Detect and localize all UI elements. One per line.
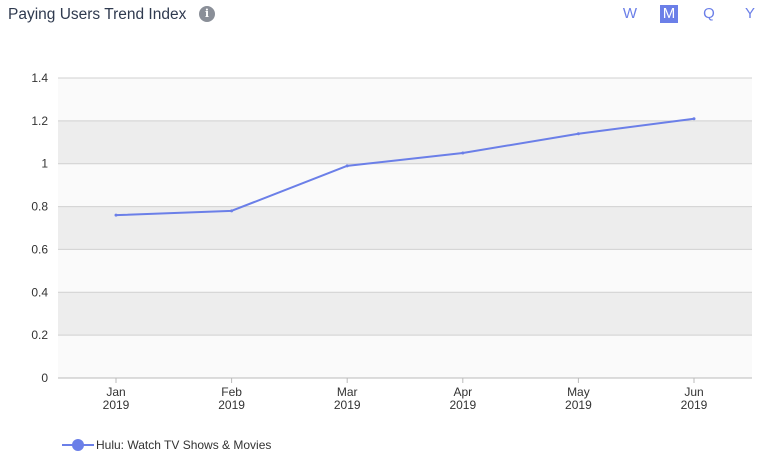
y-tick-label: 0.8	[31, 200, 48, 214]
x-tick-label: Mar 2019	[334, 385, 361, 412]
legend-item[interactable]: Hulu: Watch TV Shows & Movies	[62, 436, 271, 454]
data-point	[576, 132, 580, 136]
chart-header: Paying Users Trend Index i W M Q Y	[0, 0, 776, 32]
period-button-year[interactable]: Y	[744, 5, 755, 22]
period-button-month[interactable]: M	[660, 5, 678, 23]
legend-label: Hulu: Watch TV Shows & Movies	[96, 438, 272, 452]
info-icon[interactable]: i	[199, 6, 215, 22]
period-button-quarter[interactable]: Q	[703, 5, 715, 22]
y-tick-label: 0	[41, 371, 48, 385]
plot-band	[58, 292, 752, 336]
x-tick-label: Feb 2019	[218, 385, 245, 412]
y-tick-label: 1	[41, 157, 48, 171]
series-line	[115, 117, 695, 217]
plot-band	[58, 163, 752, 207]
data-point	[345, 164, 349, 168]
y-tick-label: 0.6	[31, 242, 48, 256]
x-axis: Jan 2019 Feb 2019 Mar 2019 Apr 2019 May 2019 Jun 20…	[58, 377, 752, 412]
y-tick-label: 1.4	[31, 71, 48, 85]
data-point	[461, 151, 465, 155]
chart-title: Paying Users Trend Index	[8, 6, 187, 23]
series-layer	[114, 117, 696, 217]
y-tick-label: 1.2	[31, 114, 48, 128]
x-tick-label: Apr 2019	[449, 385, 476, 412]
data-point	[692, 117, 696, 121]
legend-swatch-icon	[62, 436, 94, 454]
x-tick-label: Jan 2019	[103, 385, 130, 412]
data-point	[114, 213, 118, 217]
plot-band	[58, 249, 752, 293]
y-tick-label: 0.2	[31, 328, 48, 342]
plot-band	[58, 335, 752, 378]
y-tick-label: 0.4	[31, 285, 48, 299]
data-point	[230, 209, 234, 213]
x-tick-label: May 2019	[565, 385, 592, 412]
plot-bands	[58, 78, 752, 378]
y-axis: 0 0.2 0.4 0.6 0.8 1 1.2 1.4	[31, 71, 48, 385]
line-chart: 0 0.2 0.4 0.6 0.8 1 1.2 1.4 Jan 2019 Feb 2019 Mar 20…	[31, 71, 752, 412]
plot-band	[58, 120, 752, 164]
plot-band	[58, 78, 752, 121]
x-tick-label: Jun 2019	[681, 385, 708, 412]
period-button-week[interactable]: W	[622, 5, 638, 22]
